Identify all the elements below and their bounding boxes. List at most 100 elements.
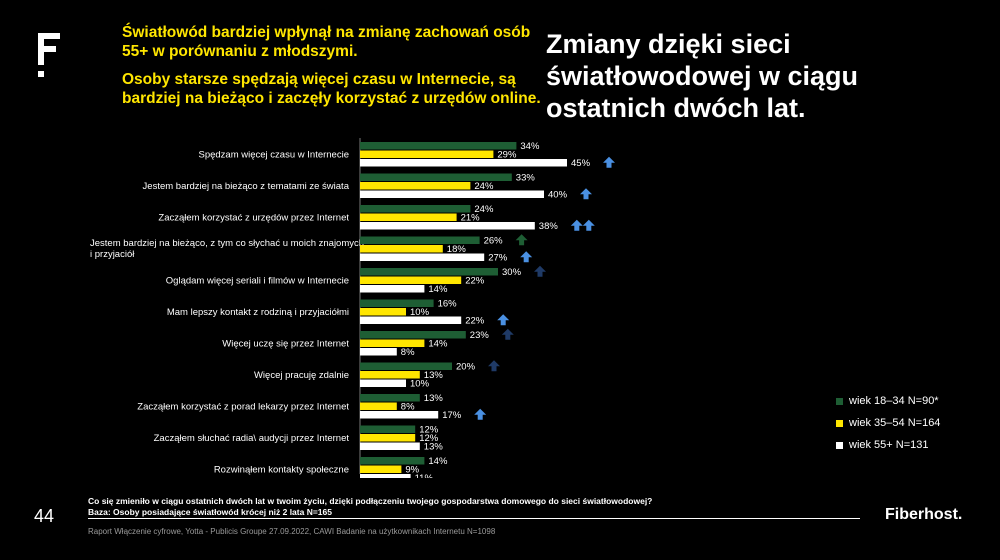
value-label: 22% (465, 276, 485, 287)
bar-s0-c7 (360, 362, 452, 370)
value-label: 14% (428, 339, 448, 350)
trend-up-arrow-icon (570, 219, 583, 231)
value-label: 10% (410, 307, 430, 318)
value-label: 13% (424, 370, 444, 381)
survey-base: Baza: Osoby posiadające światłowód króce… (88, 506, 332, 517)
bar-s0-c4 (360, 268, 498, 276)
value-label: 29% (497, 150, 517, 161)
bar-s1-c6 (360, 339, 425, 347)
bar-s0-c5 (360, 299, 434, 307)
value-label: 33% (516, 173, 536, 184)
page-title: Zmiany dzięki sieci światłowodowej w cią… (546, 29, 859, 123)
category-label: Więcej uczę się przez Internet (222, 338, 349, 349)
bar-s2-c2 (360, 222, 535, 230)
trend-up-arrow-icon (488, 360, 500, 372)
value-label: 27% (488, 253, 508, 264)
bar-s0-c9 (360, 425, 416, 433)
legend-item-35-54: wiek 35–54 N=164 (836, 412, 940, 434)
bar-s2-c10 (360, 474, 411, 478)
bar-s2-c3 (360, 253, 485, 261)
subtitle-line-2: Osoby starsze spędzają więcej czasu w In… (122, 71, 541, 107)
bar-s1-c4 (360, 276, 462, 284)
value-label: 13% (424, 442, 444, 453)
trend-up-arrow-icon (515, 234, 528, 246)
value-label: 14% (428, 284, 448, 295)
bar-s1-c0 (360, 150, 494, 158)
category-label: Rozwinąłem kontakty społeczne (214, 464, 349, 475)
legend-swatch-white (836, 441, 843, 449)
category-label: Zacząłem korzystać z porad lekarzy przez… (137, 401, 349, 412)
legend-swatch-yellow (836, 419, 843, 427)
value-label: 26% (484, 236, 504, 247)
trend-up-arrow-icon (501, 328, 514, 340)
page-number: 44 (34, 506, 55, 526)
legend-label: wiek 55+ N=131 (849, 439, 929, 451)
source-note: Raport Włączenie cyfrowe, Yotta - Public… (88, 527, 496, 536)
value-label: 40% (548, 190, 568, 201)
bar-s0-c3 (360, 236, 480, 244)
bar-s2-c1 (360, 190, 544, 198)
legend-item-55-plus: wiek 55+ N=131 (836, 434, 940, 456)
value-label: 13% (424, 393, 444, 404)
bar-s0-c6 (360, 331, 466, 339)
bar-s1-c2 (360, 213, 457, 221)
value-label: 24% (474, 204, 494, 215)
trend-up-arrow-icon (603, 156, 615, 168)
brand-name: Fiberhost. (885, 506, 963, 523)
legend-label: wiek 18–34 N=90* (849, 395, 939, 407)
value-label: 14% (428, 456, 448, 467)
bar-s1-c10 (360, 465, 402, 473)
bar-s1-c1 (360, 182, 471, 190)
category-label: Jestem bardziej na bieżąco, z tym co sły… (90, 238, 364, 260)
bar-chart: Spędzam więcej czasu w Internecie 34%29% 4… (90, 138, 615, 478)
value-label: 12% (419, 433, 439, 444)
value-label: 22% (465, 316, 485, 327)
trend-up-arrow-icon (534, 265, 546, 277)
bar-s1-c5 (360, 308, 406, 316)
value-label: 8% (401, 402, 415, 413)
value-label: 20% (456, 362, 476, 373)
category-label: Więcej pracuję zdalnie (254, 370, 349, 381)
category-label: Mam lepszy kontakt z rodziną i przyjació… (167, 307, 349, 318)
value-label: 17% (442, 410, 462, 421)
bar-s1-c9 (360, 434, 416, 442)
brand-logo-icon (38, 33, 60, 77)
bar-s0-c8 (360, 394, 420, 402)
bar-s2-c0 (360, 159, 567, 167)
legend-swatch-green (836, 397, 843, 405)
trend-up-arrow-icon (474, 408, 487, 420)
category-label: Zacząłem korzystać z urzędów przez Inter… (158, 212, 349, 223)
value-label: 10% (410, 379, 430, 390)
category-label: Spędzam więcej czasu w Internecie (199, 149, 350, 160)
value-label: 9% (405, 465, 419, 476)
survey-question: Co się zmieniło w ciągu ostatnich dwóch … (88, 496, 653, 506)
bar-s0-c2 (360, 205, 471, 213)
category-label: Zacząłem słuchać radia\ audycji przez In… (154, 433, 350, 444)
value-label: 34% (520, 141, 540, 152)
bar-s0-c1 (360, 173, 512, 181)
bar-s2-c6 (360, 348, 397, 356)
value-label: 38% (539, 221, 559, 232)
trend-up-arrow-icon (580, 188, 592, 200)
value-label: 8% (401, 347, 415, 358)
subtitle-line-1: Światłowód bardziej wpłynął na zmianę za… (122, 24, 531, 60)
bar-s1-c8 (360, 402, 397, 410)
bar-s0-c10 (360, 457, 425, 465)
bar-s1-c7 (360, 371, 420, 379)
value-label: 18% (447, 244, 467, 255)
bar-s2-c9 (360, 442, 420, 450)
value-label: 24% (474, 181, 494, 192)
legend-item-18-34: wiek 18–34 N=90* (836, 390, 940, 412)
value-label: 30% (502, 267, 522, 278)
bar-s1-c3 (360, 245, 443, 253)
bar-s0-c0 (360, 142, 517, 150)
bar-s2-c8 (360, 411, 439, 419)
value-label: 12% (419, 425, 439, 436)
trend-up-arrow-icon (520, 251, 533, 263)
footer-divider (88, 518, 860, 519)
bar-s2-c4 (360, 285, 425, 293)
value-label: 11% (415, 473, 434, 478)
value-label: 23% (470, 330, 490, 341)
bar-s2-c5 (360, 316, 462, 324)
bar-s2-c7 (360, 379, 406, 387)
